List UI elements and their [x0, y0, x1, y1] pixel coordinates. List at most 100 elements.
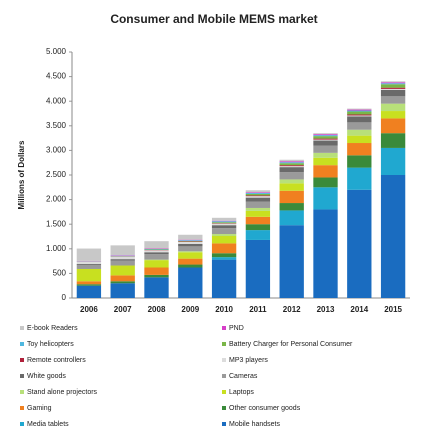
bar-segment — [313, 140, 338, 146]
bar-segment — [313, 133, 338, 135]
bar-segment — [245, 193, 271, 196]
bar-segment — [245, 224, 271, 231]
bar-segment — [313, 135, 338, 137]
bar-segment — [347, 167, 372, 190]
bar-segment — [178, 258, 203, 265]
bar-segment — [279, 225, 304, 298]
bar-segment — [211, 243, 237, 254]
bar-segment — [144, 250, 169, 253]
legend-label: Battery Charger for Personal Consumer — [229, 341, 353, 348]
bar-segment — [347, 122, 372, 130]
bar-segment — [245, 192, 271, 194]
legend-label: MP3 players — [229, 357, 268, 364]
bar-segment — [178, 267, 203, 298]
bar-segment — [76, 268, 102, 282]
legend-swatch — [222, 342, 226, 346]
bar-segment — [178, 264, 203, 268]
bar-segment — [211, 221, 237, 223]
legend-label: Cameras — [229, 373, 258, 380]
bar-segment — [313, 177, 338, 188]
bar-segment — [144, 260, 169, 268]
x-tick-label: 2012 — [283, 305, 301, 314]
legend-swatch — [222, 406, 226, 410]
bar-segment — [347, 114, 372, 116]
bar-segment — [347, 110, 372, 112]
bar-segment — [178, 251, 203, 253]
bar-segment — [380, 133, 406, 148]
bar-segment — [279, 166, 304, 168]
bar-segment — [313, 152, 338, 158]
legend-swatch — [20, 390, 24, 394]
bar-segment — [76, 265, 102, 269]
bar-segment — [279, 210, 304, 226]
bar-segment — [279, 161, 304, 163]
bar-segment — [144, 252, 169, 255]
bar-segment — [380, 81, 406, 83]
bar-segment — [380, 84, 406, 88]
bar-segment — [279, 167, 304, 173]
bar-segment — [211, 222, 237, 224]
bar-segment — [347, 135, 372, 144]
bar-segment — [110, 265, 135, 276]
bar-segment — [76, 284, 102, 286]
y-axis-title: Millions of Dollars — [17, 140, 26, 209]
bar-segment — [347, 109, 372, 111]
bar-segment — [380, 118, 406, 134]
legend-label: Toy helicopters — [27, 341, 74, 348]
bar-segment — [211, 259, 237, 298]
bar-segment — [211, 236, 237, 244]
bar-segment — [76, 248, 102, 261]
legend-swatch — [20, 422, 24, 426]
bar-segment — [110, 256, 135, 260]
legend-label: Remote controllers — [27, 357, 86, 364]
bar-segment — [144, 274, 169, 278]
bar-segment — [245, 216, 271, 225]
x-tick-label: 2008 — [148, 305, 166, 314]
bar-segment — [380, 103, 406, 112]
bar-segment — [110, 275, 135, 282]
bar-segment — [178, 243, 203, 247]
bar-segment — [313, 187, 338, 210]
bar-segment — [245, 190, 271, 193]
bar-segment — [279, 190, 304, 204]
bar-segment — [279, 203, 304, 211]
y-tick-label: 3.000 — [46, 146, 67, 155]
bar-segment — [245, 230, 271, 240]
legend-label: Mobile handsets — [229, 421, 280, 428]
y-tick-label: 3.500 — [46, 121, 67, 130]
bar-segment — [279, 159, 304, 162]
bar-segment — [313, 165, 338, 178]
bar-segment — [144, 277, 169, 298]
bar-segment — [110, 260, 135, 266]
bar-segment — [347, 155, 372, 168]
x-tick-label: 2007 — [114, 305, 132, 314]
x-tick-label: 2011 — [249, 305, 267, 314]
x-tick-label: 2015 — [384, 305, 402, 314]
bar-segment — [178, 252, 203, 259]
bar-segment — [110, 283, 135, 298]
bar-segment — [211, 257, 237, 260]
bar-segment — [211, 228, 237, 235]
bar-segment — [347, 129, 372, 136]
bar-segment — [211, 234, 237, 237]
legend-label: Gaming — [27, 405, 52, 412]
legend-label: Other consumer goods — [229, 405, 301, 412]
x-tick-label: 2009 — [181, 305, 199, 314]
bar-segment — [76, 261, 102, 265]
x-tick-label: 2013 — [317, 305, 335, 314]
bar-segment — [313, 157, 338, 166]
legend-swatch — [20, 406, 24, 410]
bar-segment — [110, 259, 135, 261]
bar-segment — [245, 201, 271, 208]
legend-label: Laptops — [229, 389, 254, 396]
bar-segment — [380, 82, 406, 84]
bar-segment — [380, 111, 406, 119]
bar-segment — [380, 83, 406, 85]
bar-segment — [313, 145, 338, 153]
bar-segment — [313, 136, 338, 139]
bar-segment — [144, 267, 169, 275]
bar-segment — [347, 189, 372, 298]
bar-segment — [245, 210, 271, 217]
bar-segment — [144, 254, 169, 260]
legend-swatch — [20, 358, 24, 362]
